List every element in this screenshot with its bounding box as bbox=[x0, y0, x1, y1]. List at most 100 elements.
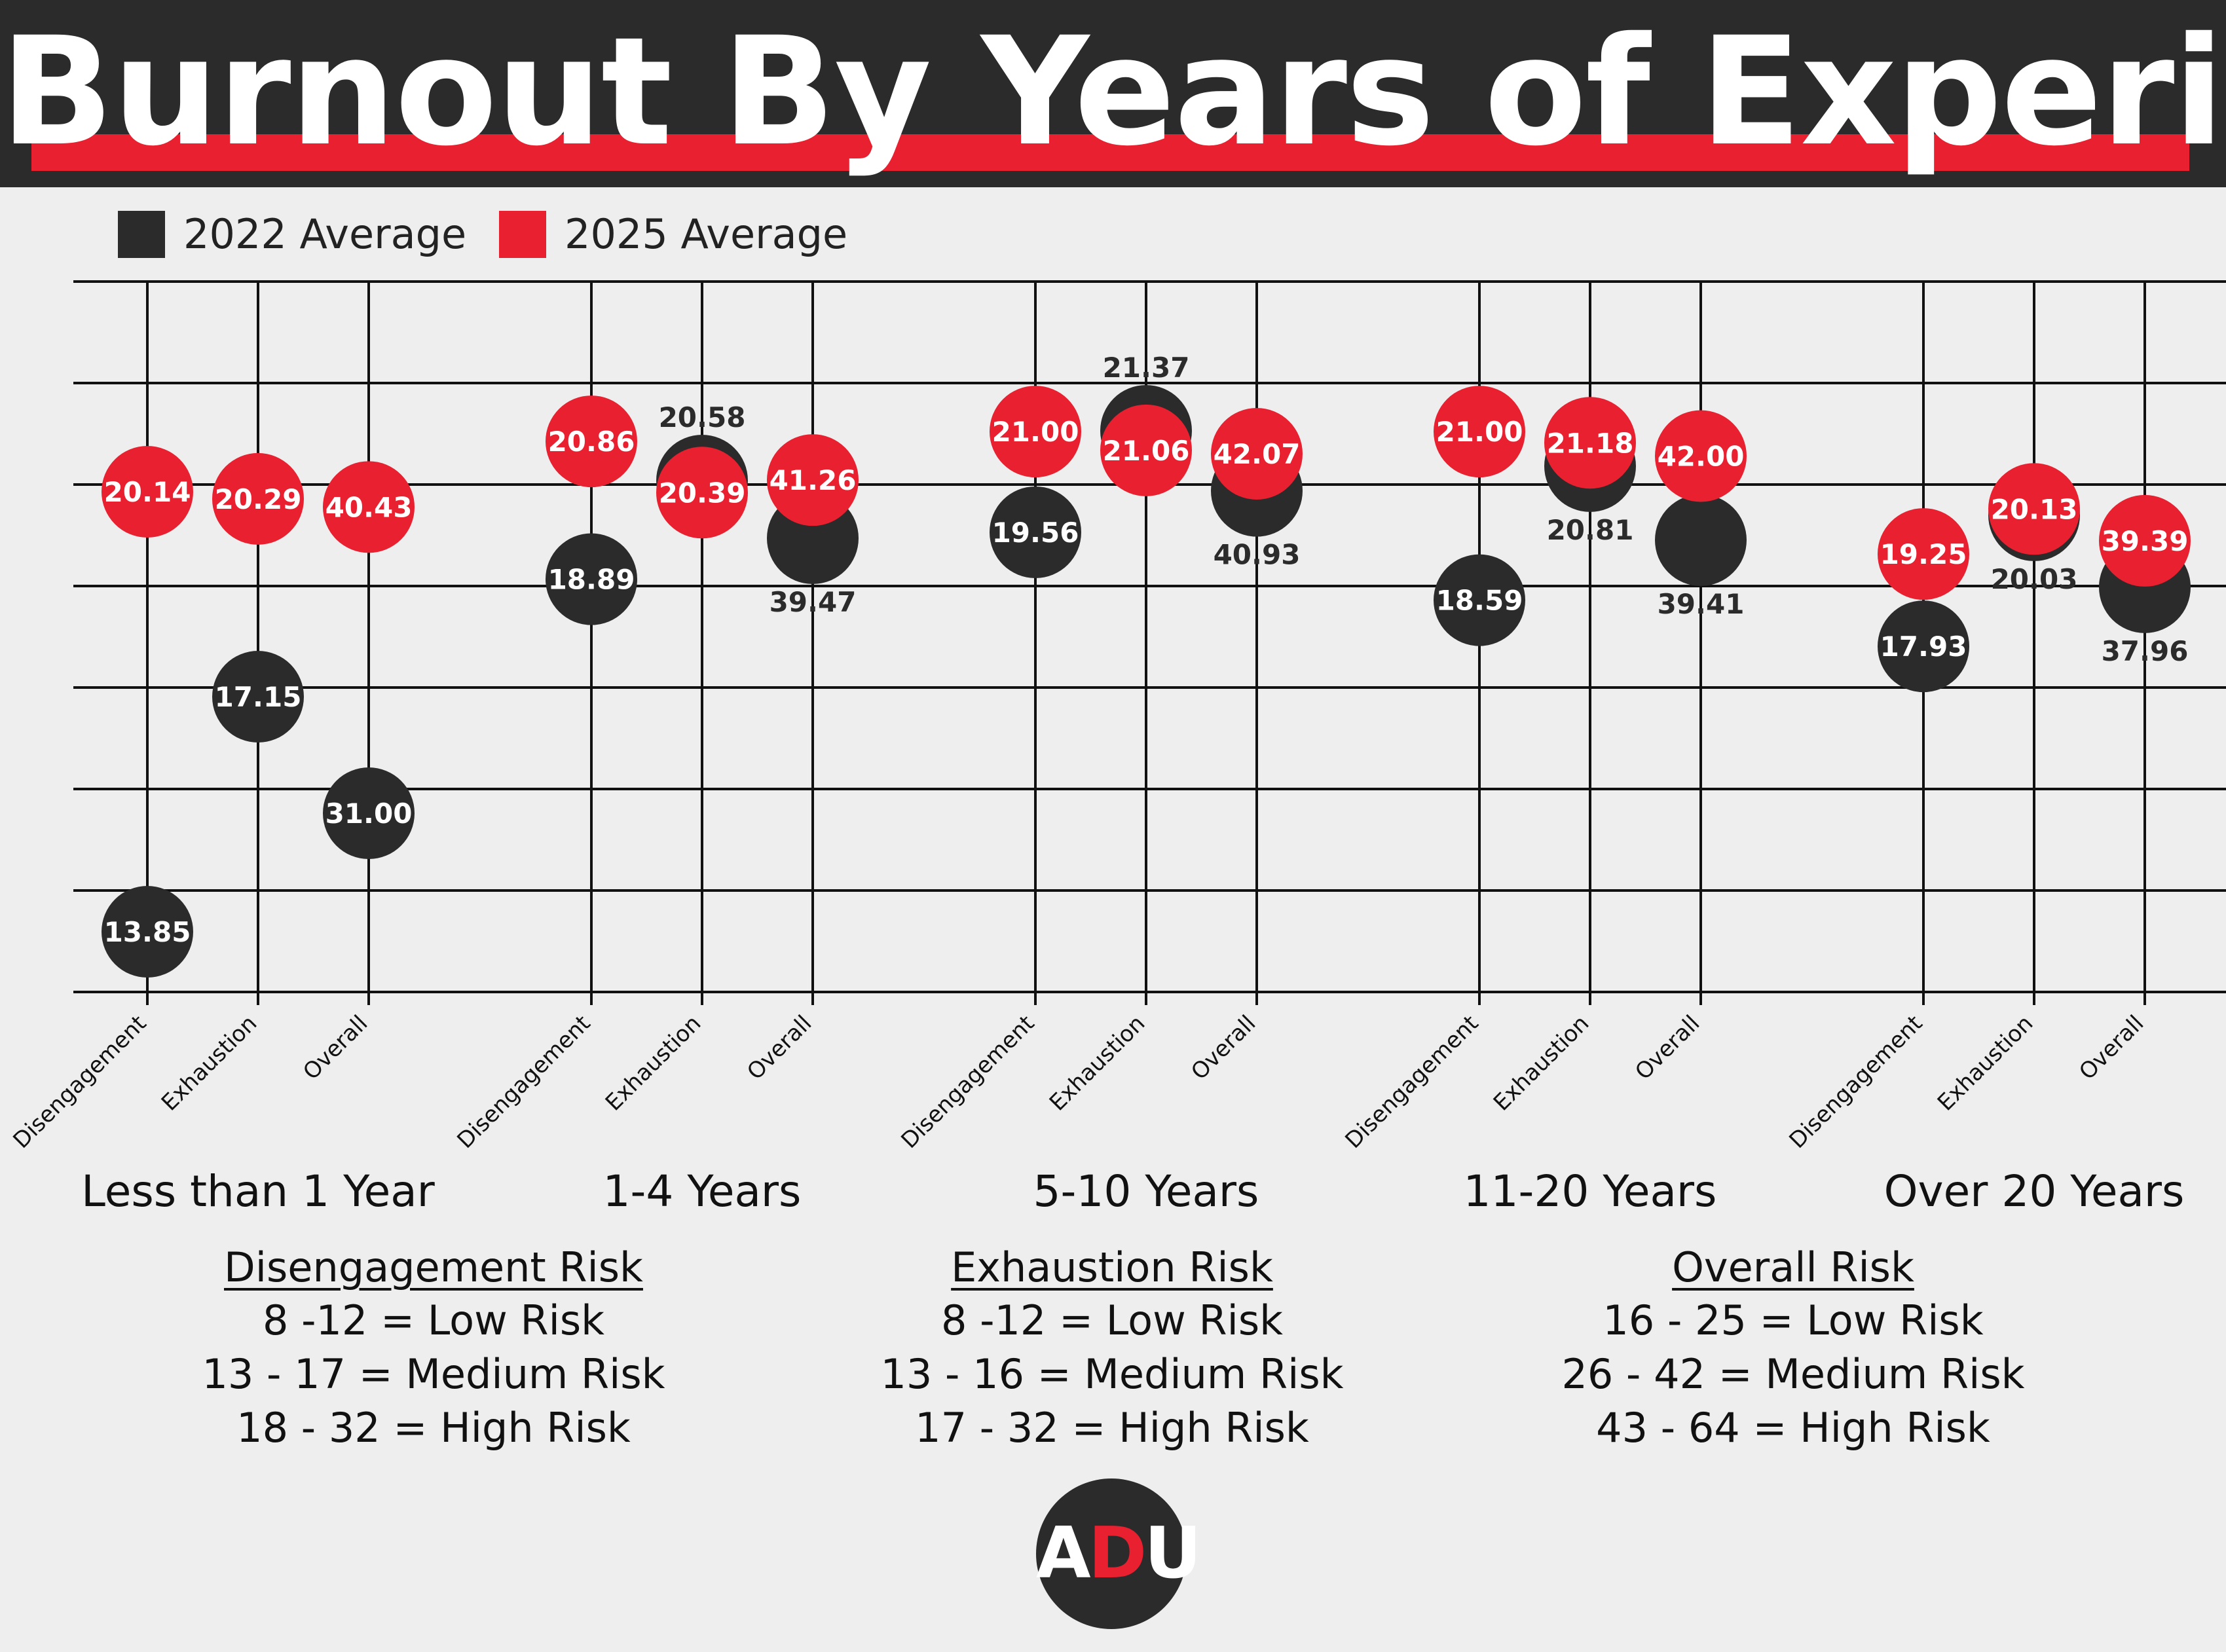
title-underline-bar bbox=[31, 134, 2189, 171]
data-label-2022: 13.85 bbox=[104, 916, 191, 948]
measure-tick-label: Exhaustion bbox=[1045, 1010, 1150, 1116]
data-label-2022: 20.81 bbox=[1547, 514, 1634, 546]
point-2025 bbox=[990, 386, 1081, 478]
data-label-2025: 20.14 bbox=[104, 476, 191, 508]
data-label-2025: 20.39 bbox=[659, 477, 746, 509]
risk-legend-exhaustion: Exhaustion Risk 8 -12 = Low Risk 13 - 16… bbox=[817, 1241, 1407, 1455]
data-label-2025: 20.29 bbox=[215, 483, 302, 515]
risk-legend-overall: Overall Risk 16 - 25 = Low Risk 26 - 42 … bbox=[1498, 1241, 2088, 1455]
data-label-2025: 20.86 bbox=[548, 426, 635, 458]
point-2022 bbox=[546, 533, 637, 625]
risk-title: Exhaustion Risk bbox=[951, 1243, 1273, 1291]
adu-logo: ADU bbox=[1036, 1478, 1202, 1629]
group-label: 11-20 Years bbox=[1463, 1166, 1717, 1217]
point-2025 bbox=[1211, 408, 1303, 500]
measure-tick-label: Overall bbox=[742, 1010, 817, 1085]
group-label: 5-10 Years bbox=[1033, 1166, 1259, 1217]
page-title: Burnout By Years of Experience bbox=[0, 5, 2226, 179]
risk-line: 16 - 25 = Low Risk bbox=[1603, 1296, 1984, 1344]
risk-line: 13 - 17 = Medium Risk bbox=[202, 1350, 665, 1398]
data-label-2022: 19.56 bbox=[992, 517, 1079, 549]
risk-line: 43 - 64 = High Risk bbox=[1596, 1404, 1990, 1452]
point-2022 bbox=[1655, 494, 1747, 586]
measure-tick-label: Overall bbox=[1630, 1010, 1705, 1085]
measure-tick-label: Overall bbox=[2074, 1010, 2149, 1085]
measure-tick-label: Disengagement bbox=[8, 1010, 151, 1154]
data-label-2025: 42.00 bbox=[1658, 440, 1745, 472]
burnout-chart: Disengagement Exhaustion Overall Disengagem… bbox=[8, 280, 2226, 1154]
data-label-2025: 21.06 bbox=[1103, 435, 1190, 467]
legend-swatch-2022 bbox=[118, 211, 165, 258]
data-label-2022: 37.96 bbox=[2102, 635, 2189, 667]
risk-line: 26 - 42 = Medium Risk bbox=[1561, 1350, 2025, 1398]
data-label-2022: 39.41 bbox=[1658, 588, 1745, 620]
risk-legend-disengagement: Disengagement Risk 8 -12 = Low Risk 13 -… bbox=[139, 1241, 728, 1455]
data-label-2025: 20.13 bbox=[1991, 493, 2078, 525]
point-2025 bbox=[212, 452, 304, 545]
data-label-2022: 20.03 bbox=[1991, 563, 2078, 595]
legend-label-2025: 2025 Average bbox=[565, 210, 848, 258]
point-2025 bbox=[1655, 410, 1747, 502]
point-2022 bbox=[212, 651, 304, 743]
point-2025 bbox=[1878, 508, 1969, 600]
point-2022 bbox=[102, 886, 193, 978]
data-label-2022: 17.93 bbox=[1880, 631, 1967, 663]
group-label: Less than 1 Year bbox=[81, 1166, 435, 1217]
data-label-2025: 39.39 bbox=[2102, 525, 2189, 557]
measure-tick-label: Overall bbox=[1186, 1010, 1261, 1085]
data-label-2025: 42.07 bbox=[1214, 438, 1301, 470]
risk-line: 17 - 32 = High Risk bbox=[915, 1404, 1309, 1452]
risk-title: Overall Risk bbox=[1672, 1243, 1914, 1291]
data-label-2025: 21.00 bbox=[992, 416, 1079, 448]
measure-tick-label: Overall bbox=[298, 1010, 373, 1085]
data-label-2025: 21.18 bbox=[1547, 427, 1634, 459]
data-label-2022: 20.58 bbox=[659, 401, 746, 433]
risk-line: 18 - 32 = High Risk bbox=[236, 1404, 631, 1452]
data-label-2022: 18.59 bbox=[1436, 585, 1523, 617]
point-2022 bbox=[1878, 600, 1969, 693]
risk-line: 8 -12 = Low Risk bbox=[940, 1296, 1284, 1344]
logo-letter-a: A bbox=[1036, 1513, 1091, 1594]
measure-tick-label: Exhaustion bbox=[1933, 1010, 2038, 1116]
point-2025 bbox=[1434, 386, 1525, 478]
measure-tick-label: Exhaustion bbox=[601, 1010, 706, 1116]
measure-tick-label: Disengagement bbox=[1784, 1010, 1927, 1154]
data-label-2025: 21.00 bbox=[1436, 416, 1523, 448]
point-2022 bbox=[990, 486, 1081, 578]
measure-tick-label: Exhaustion bbox=[1489, 1010, 1594, 1116]
data-label-2025: 19.25 bbox=[1880, 538, 1967, 570]
data-label-2025: 40.43 bbox=[325, 491, 413, 523]
logo-letter-u: U bbox=[1144, 1513, 1202, 1594]
risk-title: Disengagement Risk bbox=[224, 1243, 643, 1291]
group-label: 1-4 Years bbox=[603, 1166, 802, 1217]
point-2022 bbox=[323, 767, 415, 859]
point-2022 bbox=[1434, 554, 1525, 646]
data-label-2022: 31.00 bbox=[325, 798, 413, 830]
data-label-2022: 21.37 bbox=[1103, 352, 1190, 384]
group-label: Over 20 Years bbox=[1883, 1166, 2185, 1217]
point-2025 bbox=[767, 434, 859, 526]
data-label-2022: 39.47 bbox=[770, 586, 857, 618]
point-2025 bbox=[1100, 404, 1192, 496]
header-banner: Burnout By Years of Experience bbox=[0, 0, 2226, 187]
point-2025 bbox=[102, 446, 193, 538]
logo-letter-d: D bbox=[1088, 1513, 1147, 1594]
measure-tick-label: Disengagement bbox=[1340, 1010, 1483, 1154]
data-label-2022: 18.89 bbox=[548, 564, 635, 596]
risk-line: 8 -12 = Low Risk bbox=[262, 1296, 605, 1344]
point-2025 bbox=[546, 395, 637, 488]
measure-tick-label: Disengagement bbox=[452, 1010, 595, 1154]
legend-label-2022: 2022 Average bbox=[183, 210, 467, 258]
risk-line: 13 - 16 = Medium Risk bbox=[880, 1350, 1344, 1398]
point-2025 bbox=[656, 447, 748, 539]
data-label-2022: 40.93 bbox=[1214, 539, 1301, 571]
point-2025 bbox=[2099, 494, 2191, 587]
point-2025 bbox=[1988, 463, 2080, 555]
measure-tick-label: Disengagement bbox=[896, 1010, 1039, 1154]
measure-tick-label: Exhaustion bbox=[157, 1010, 262, 1116]
legend-swatch-2025 bbox=[499, 211, 546, 258]
data-label-2025: 41.26 bbox=[770, 464, 857, 496]
data-label-2022: 17.15 bbox=[215, 681, 302, 713]
point-2025 bbox=[323, 461, 415, 553]
point-2025 bbox=[1544, 397, 1636, 489]
